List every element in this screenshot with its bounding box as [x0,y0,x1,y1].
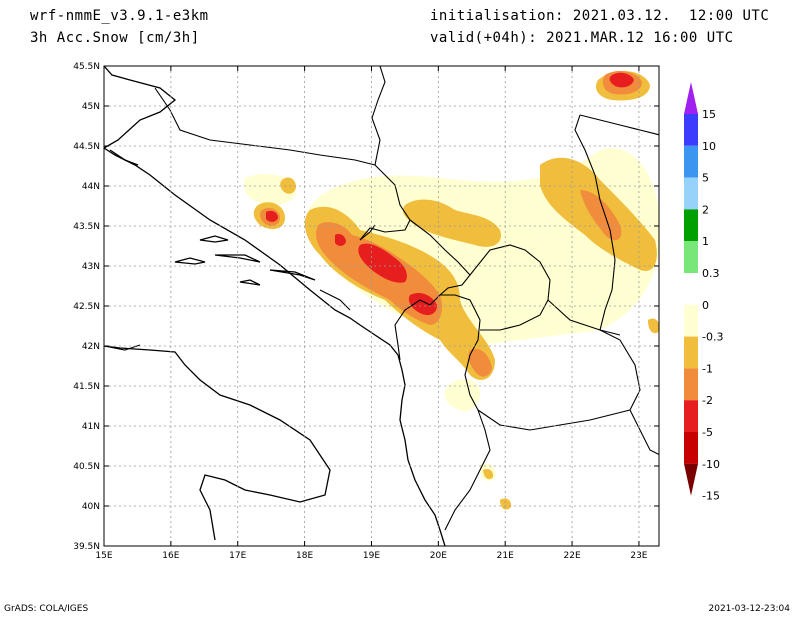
country-borders [104,66,659,531]
variable-title: 3h Acc.Snow [cm/3h] [30,30,200,46]
colorbar-label: 10 [702,140,716,153]
lat-tick-label: 44.5N [73,142,100,152]
colorbar-label: -10 [702,458,720,471]
colorbar-segment [684,209,698,242]
lat-tick-label: 41N [82,422,100,432]
colorbar-segment [684,145,698,178]
grads-credit: GrADS: COLA/IGES [4,604,89,614]
colorbar-label: 5 [702,172,709,185]
lat-tick-label: 42.5N [73,302,100,312]
lat-tick-label: 42N [82,342,100,352]
colorbar-label: 2 [702,203,709,216]
gridlines [104,66,659,546]
lon-tick-label: 17E [229,551,246,561]
lon-tick-label: 15E [95,551,112,561]
colorbar-segment [684,241,698,273]
lon-tick-label: 22E [564,551,581,561]
lon-tick-label: 20E [430,551,447,561]
axis-ticks [103,65,659,547]
colorbar-label: 0 [702,299,709,312]
lat-tick-label: 39.5N [73,542,100,552]
colorbar: 15 10 5 2 1 0.3 0 -0.3 -1 -2 -5 -10 -15 [684,82,723,503]
lon-tick-label: 19E [363,551,380,561]
lat-tick-label: 45.5N [73,62,100,72]
colorbar-label: -5 [702,426,713,439]
lon-tick-label: 21E [497,551,514,561]
colorbar-segment [684,432,698,464]
lon-tick-label: 18E [296,551,313,561]
colorbar-top-arrow [684,82,698,114]
colorbar-bottom-arrow [684,463,698,496]
colorbar-label: -2 [702,394,713,407]
generation-timestamp: 2021-03-12-23:04 [708,604,791,614]
lat-tick-label: 44N [82,182,100,192]
valid-time: valid(+04h): 2021.MAR.12 16:00 UTC [430,30,734,46]
lon-tick-label: 23E [630,551,647,561]
lat-tick-label: 40N [82,502,100,512]
snow-very-heavy-area [266,72,634,316]
colorbar-label: -15 [702,490,720,503]
colorbar-segment [684,177,698,210]
lat-tick-label: 41.5N [73,382,100,392]
lon-tick-label: 16E [162,551,179,561]
colorbar-label: -1 [702,362,713,375]
model-title: wrf-nmmE_v3.9.1-e3km [30,8,209,24]
colorbar-label: 15 [702,108,716,121]
colorbar-segment [684,400,698,432]
axis-tick-labels: 15E 16E 17E 18E 19E 20E 21E 22E 23E 45.5N 45N 44.5N… [73,62,648,561]
lat-tick-label: 43.5N [73,222,100,232]
lat-tick-label: 45N [82,102,100,112]
init-time: initialisation: 2021.03.12. 12:00 UTC [430,8,770,24]
colorbar-segment [684,368,698,401]
coastline [104,66,446,546]
lat-tick-label: 40.5N [73,462,100,472]
lat-tick-label: 43N [82,262,100,272]
colorbar-label: 0.3 [702,267,720,280]
colorbar-segment [684,114,698,146]
colorbar-segment [684,304,698,337]
colorbar-segment [684,273,698,305]
colorbar-segment [684,336,698,369]
colorbar-label: 1 [702,235,709,248]
colorbar-label: -0.3 [702,331,723,344]
